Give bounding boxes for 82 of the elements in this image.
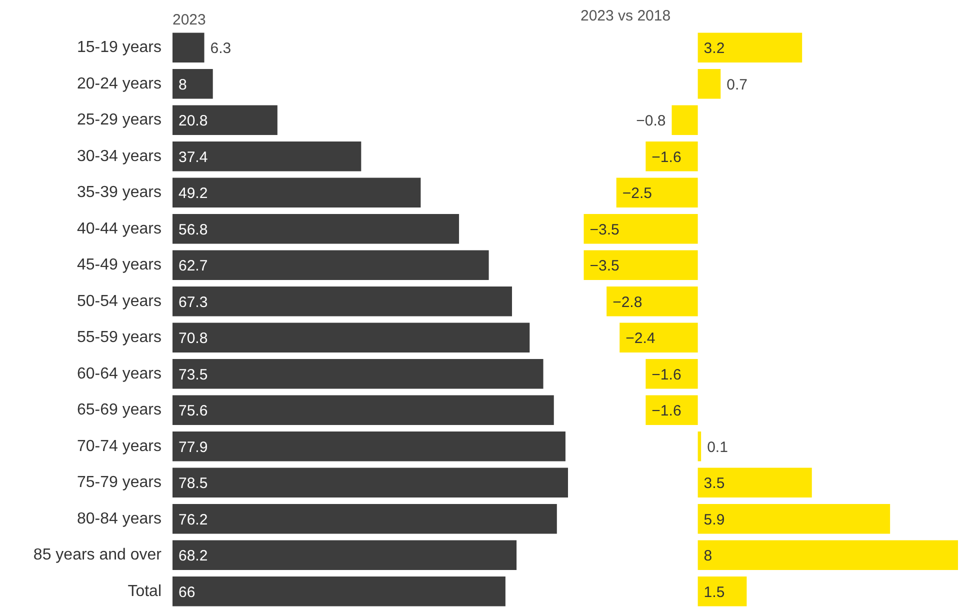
bar xyxy=(172,69,213,99)
data-label: 0.7 xyxy=(726,76,748,94)
y-tick-label: 70-74 years xyxy=(77,438,162,455)
y-tick-label: 85 years and over xyxy=(33,546,162,564)
y-tick-label: 50-54 years xyxy=(77,292,162,310)
bar xyxy=(172,105,278,135)
data-label: 5.9 xyxy=(704,511,725,528)
data-label: −0.8 xyxy=(636,112,666,130)
data-label: 8 xyxy=(178,76,187,94)
bar xyxy=(584,250,698,280)
data-label: −1.6 xyxy=(652,148,682,166)
y-tick-label: 35-39 years xyxy=(77,184,162,202)
y-tick-label: 30-34 years xyxy=(77,148,162,165)
bar xyxy=(698,576,747,606)
bar xyxy=(584,214,698,244)
data-label: −1.6 xyxy=(652,366,682,384)
bar xyxy=(698,69,721,99)
data-label: −1.6 xyxy=(652,402,682,420)
bar xyxy=(672,105,698,135)
y-tick-label: 65-69 years xyxy=(77,402,162,419)
data-label: 76.2 xyxy=(178,511,208,528)
data-label: 62.7 xyxy=(178,258,208,275)
bar xyxy=(172,250,489,280)
y-tick-label: 40-44 years xyxy=(77,220,162,238)
y-tick-label: 20-24 years xyxy=(77,75,162,92)
bar xyxy=(172,395,554,425)
y-tick-label: 80-84 years xyxy=(77,510,162,528)
bar xyxy=(646,395,698,425)
bar xyxy=(620,322,698,352)
data-label: 56.8 xyxy=(178,221,208,238)
y-tick-label: Total xyxy=(128,582,162,600)
data-label: 1.5 xyxy=(704,584,725,601)
data-label: −3.5 xyxy=(590,221,620,238)
data-label: 70.8 xyxy=(178,330,208,348)
bar xyxy=(172,178,421,208)
bar xyxy=(172,432,566,462)
bar xyxy=(172,504,557,534)
bar xyxy=(646,359,698,389)
data-label: −2.5 xyxy=(622,185,652,202)
bar xyxy=(172,468,568,498)
bar xyxy=(646,142,698,172)
bar xyxy=(172,32,204,62)
y-tick-label: 25-29 years xyxy=(77,112,162,129)
data-label: 77.9 xyxy=(178,438,208,456)
data-label: 66 xyxy=(178,584,196,601)
data-label: 3.2 xyxy=(704,40,725,58)
data-label: 0.1 xyxy=(707,438,728,456)
bar xyxy=(172,359,544,389)
bar xyxy=(698,32,802,62)
bar xyxy=(698,504,890,534)
data-label: 6.3 xyxy=(210,40,232,58)
bar xyxy=(172,142,362,172)
y-tick-label: 60-64 years xyxy=(77,365,162,382)
bar xyxy=(698,540,958,570)
data-label: 73.5 xyxy=(178,366,208,384)
y-tick-label: 15-19 years xyxy=(77,39,162,56)
bar xyxy=(172,540,517,570)
data-label: 68.2 xyxy=(178,548,208,565)
data-label: 3.5 xyxy=(704,475,725,492)
bar xyxy=(172,214,460,244)
y-tick-label: 75-79 years xyxy=(77,474,162,492)
data-label: −2.8 xyxy=(612,294,642,311)
chart-title: 2023 vs 2018 xyxy=(580,8,671,24)
data-label: 20.8 xyxy=(178,112,208,130)
data-label: −2.4 xyxy=(626,330,656,348)
y-tick-label: 55-59 years xyxy=(77,329,162,346)
chart-title: 2023 xyxy=(172,12,206,28)
bar xyxy=(616,178,698,208)
bar xyxy=(606,286,698,316)
bar xyxy=(172,286,512,316)
bar xyxy=(698,432,702,462)
bar xyxy=(172,322,530,352)
y-tick-label: 45-49 years xyxy=(77,256,162,274)
bar xyxy=(172,576,506,606)
data-label: 37.4 xyxy=(178,148,208,166)
data-label: 67.3 xyxy=(178,294,208,311)
data-label: 8 xyxy=(704,548,712,565)
data-label: −3.5 xyxy=(590,258,620,275)
data-label: 75.6 xyxy=(178,402,208,420)
data-label: 78.5 xyxy=(178,475,208,492)
data-label: 49.2 xyxy=(178,185,208,202)
bar xyxy=(698,468,812,498)
